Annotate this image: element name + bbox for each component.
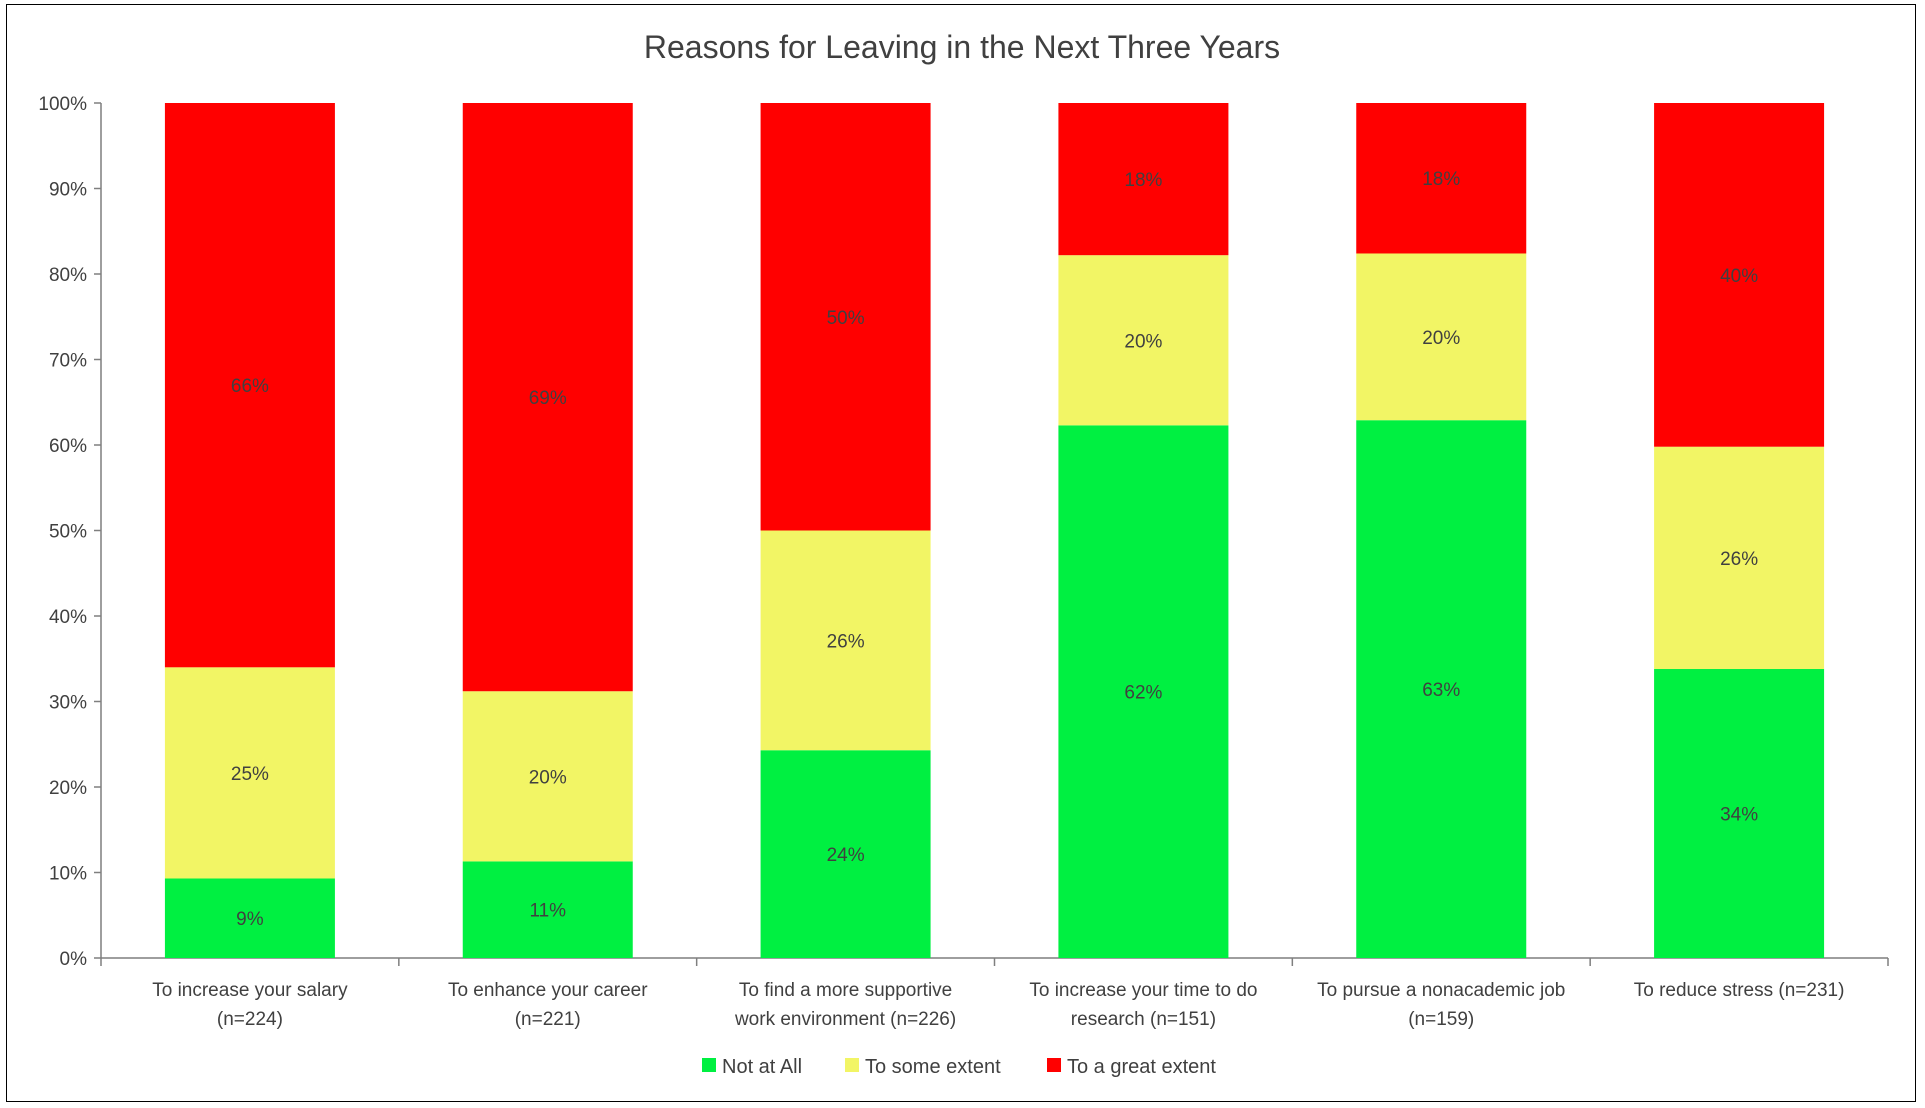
- x-category-label: To enhance your career (n=221): [448, 980, 648, 1030]
- y-tick-label: 60%: [49, 436, 87, 457]
- y-tick-label: 20%: [49, 778, 87, 799]
- bar-segment: [462, 861, 633, 958]
- data-label: 9%: [236, 909, 264, 930]
- bar-segment: [462, 691, 633, 862]
- x-axis: To increase your salary (n=224) To enhance…: [100, 957, 1889, 1030]
- bar-segment: [1654, 669, 1825, 958]
- bar-segment: [164, 667, 335, 879]
- y-tick-label: 30%: [49, 693, 87, 714]
- legend: Not at All To some extent To a great exten…: [702, 1056, 1216, 1078]
- bar-segment: [462, 103, 633, 692]
- y-tick-label: 10%: [49, 864, 87, 885]
- y-tick-label: 40%: [49, 607, 87, 628]
- bar-segment: [760, 530, 931, 751]
- data-label: 63%: [1422, 680, 1460, 701]
- legend-swatch: [845, 1058, 859, 1072]
- x-category-label: To reduce stress (n=231): [1634, 980, 1845, 1001]
- bars: 9% 25% 66% 11% 20% 69% 24% 26% 50% 62% 20% 18% 63% 20…: [164, 103, 1825, 959]
- data-label: 25%: [231, 764, 269, 785]
- bar-segment: [760, 103, 931, 531]
- data-label: 18%: [1422, 169, 1460, 190]
- chart-title: Reasons for Leaving in the Next Three Ye…: [644, 29, 1280, 65]
- data-label: 11%: [529, 901, 566, 922]
- legend-swatch: [1047, 1058, 1061, 1072]
- y-tick-label: 80%: [49, 265, 87, 286]
- x-category-label: To pursue a nonacademic job (n=159): [1317, 980, 1565, 1030]
- bar-segment: [1654, 446, 1825, 670]
- data-label: 50%: [827, 308, 865, 329]
- data-label: 26%: [827, 631, 865, 652]
- bar-segment: [1654, 103, 1825, 447]
- data-label: 20%: [529, 767, 567, 788]
- y-tick-label: 100%: [38, 94, 87, 115]
- y-tick-label: 70%: [49, 351, 87, 372]
- legend-label: To some extent: [865, 1056, 1001, 1078]
- bar-segment: [164, 878, 335, 958]
- data-label: 66%: [231, 376, 269, 397]
- bar-segment: [1058, 255, 1229, 426]
- data-label: 24%: [827, 845, 865, 866]
- data-label: 69%: [529, 388, 567, 409]
- bar-segment: [1058, 103, 1229, 256]
- data-label: 62%: [1124, 683, 1162, 704]
- legend-label: Not at All: [722, 1056, 802, 1078]
- bar-segment: [164, 103, 335, 668]
- bar-segment: [1356, 420, 1527, 959]
- x-category-label: To find a more supportive work environmen…: [734, 980, 956, 1030]
- data-label: 40%: [1720, 266, 1758, 287]
- data-label: 20%: [1422, 328, 1460, 349]
- bar-segment: [1356, 253, 1527, 421]
- bar-segment: [760, 750, 931, 958]
- data-label: 26%: [1720, 549, 1758, 570]
- y-tick-label: 0%: [60, 949, 88, 970]
- data-label: 18%: [1124, 170, 1162, 191]
- y-axis: 0% 10% 20% 30% 40% 50% 60% 70% 80% 90% 100%: [38, 94, 102, 970]
- bar-segment: [1058, 425, 1229, 959]
- bar-segment: [1356, 103, 1527, 254]
- legend-swatch: [702, 1058, 716, 1072]
- data-label: 20%: [1124, 331, 1162, 352]
- x-category-label: To increase your salary (n=224): [152, 980, 348, 1030]
- data-label: 34%: [1720, 805, 1758, 826]
- y-tick-label: 90%: [49, 180, 87, 201]
- y-tick-label: 50%: [49, 522, 87, 543]
- legend-label: To a great extent: [1067, 1056, 1216, 1078]
- x-category-label: To increase your time to do research (n=1…: [1029, 980, 1257, 1030]
